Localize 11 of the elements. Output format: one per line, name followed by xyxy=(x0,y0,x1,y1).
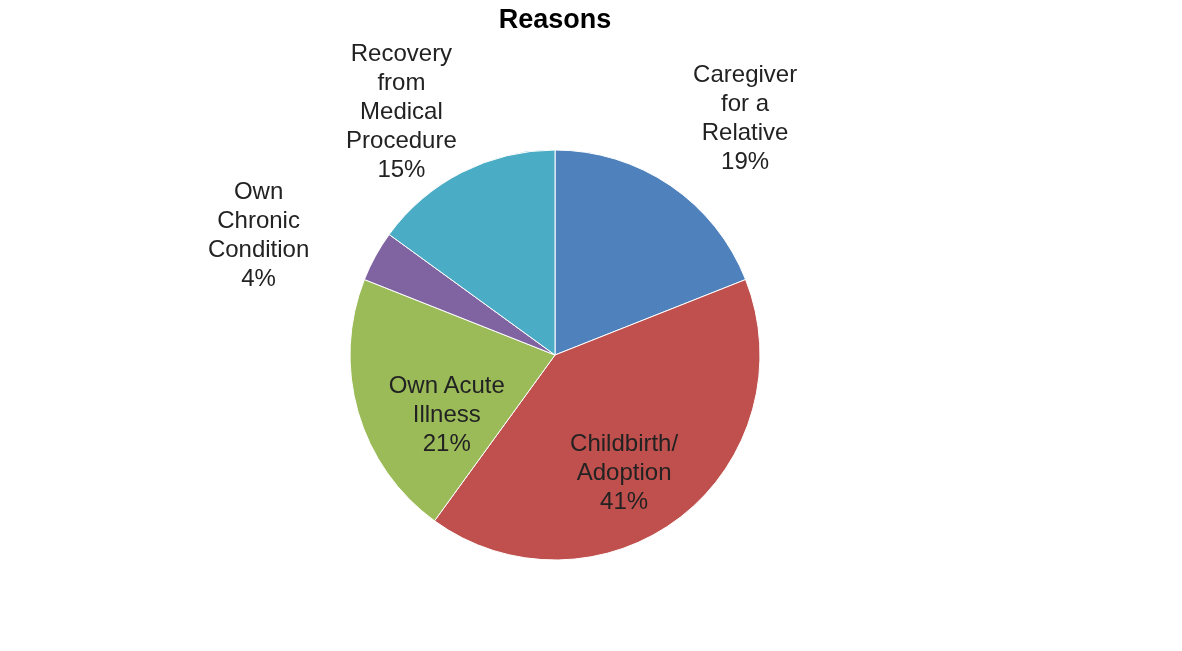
data-label: 21% xyxy=(422,429,471,457)
data-label: 41% xyxy=(600,487,649,515)
data-label: 15% xyxy=(377,154,426,182)
data-label: 4% xyxy=(241,264,276,292)
slice-label: Childbirth/Adoption xyxy=(570,429,679,486)
slice-label: Own Chronic Condition xyxy=(207,177,310,263)
chart-title: Reasons xyxy=(498,3,612,34)
data-label: 19% xyxy=(721,147,770,175)
slice-label: Own Acute Illness xyxy=(388,371,505,428)
slice-label: Caregiver for a Relative xyxy=(693,60,798,146)
slice-label: Recovery from Medical Procedure xyxy=(346,38,457,153)
